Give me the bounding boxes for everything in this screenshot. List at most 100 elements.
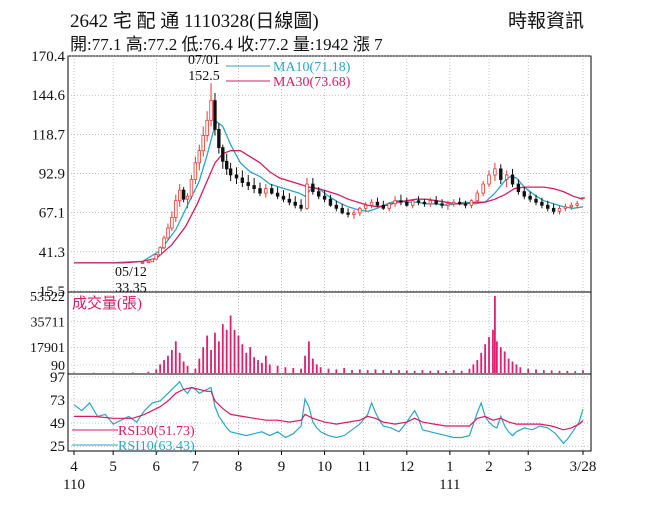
volume-bar	[366, 370, 369, 373]
candle-body	[387, 203, 391, 209]
candle-body	[546, 204, 550, 209]
candle-body	[264, 188, 268, 194]
candle-body	[270, 188, 274, 194]
volume-bar	[515, 364, 518, 373]
volume-bar	[382, 370, 385, 373]
volume-bar	[405, 370, 408, 373]
volume-bar	[460, 370, 463, 373]
rsi-line-rsi10	[73, 380, 584, 445]
volume-bar	[468, 368, 471, 373]
volume-bar	[300, 368, 302, 373]
volume-bar	[566, 370, 569, 373]
volume-bar	[170, 349, 173, 373]
volume-bar	[221, 324, 224, 373]
volume-bar	[492, 329, 494, 373]
volume-bar	[249, 347, 252, 373]
ohlc-summary: 開:77.1 高:77.2 低:76.4 收:77.2 量:1942 漲 7	[70, 35, 383, 54]
volume-bar	[174, 341, 177, 373]
source-label: 時報資訊	[508, 11, 585, 32]
candle-body	[209, 100, 213, 121]
rsi-line-rsi30	[74, 386, 584, 431]
candle-body	[516, 183, 521, 193]
volume-bar	[343, 367, 346, 373]
volume-bar	[229, 315, 232, 373]
y-tick-label: 73	[50, 393, 65, 409]
x-tick-label: 12	[399, 459, 414, 475]
volume-bar	[507, 358, 510, 373]
volume-bar	[327, 368, 330, 373]
volume-bar	[186, 365, 189, 373]
candle-body	[504, 174, 509, 180]
x-tick-label: 3/28	[570, 459, 597, 475]
volume-bar	[264, 355, 267, 373]
volume-bar	[217, 341, 220, 373]
candle-body	[575, 203, 579, 206]
y-tick-label: 49	[50, 416, 65, 432]
candle-body	[189, 179, 194, 197]
candle-body	[287, 198, 292, 203]
candle-body	[213, 100, 217, 130]
year-label: 110	[63, 477, 85, 493]
y-tick-label: 97	[50, 370, 66, 386]
candle-body	[217, 129, 221, 149]
volume-bar	[147, 371, 150, 373]
candle-body	[422, 201, 427, 205]
volume-bar	[225, 329, 228, 373]
volume-bar	[484, 344, 487, 373]
candle-body	[375, 201, 380, 206]
y-tick-label: 17901	[30, 341, 65, 356]
volume-bar	[237, 335, 240, 373]
candle-body	[551, 207, 556, 212]
volume-bar	[535, 369, 537, 373]
candle-body	[440, 203, 444, 206]
candle-body	[457, 201, 462, 205]
candle-body	[569, 204, 573, 208]
volume-bar	[503, 351, 506, 373]
candle-body	[228, 168, 233, 176]
chart-frame	[67, 55, 592, 452]
candle-body	[581, 196, 585, 199]
candle-body	[240, 177, 245, 183]
ma-line-ma30	[74, 150, 584, 264]
volume-bar	[495, 341, 498, 373]
x-tick-label: 8	[235, 459, 243, 475]
volume-bar	[445, 370, 447, 373]
candle-body	[510, 174, 515, 185]
volume-bar	[358, 369, 361, 373]
volume-bar	[182, 361, 185, 373]
candle-body	[352, 212, 356, 215]
volume-bar	[241, 344, 244, 373]
candle-body	[528, 195, 532, 200]
candle-body	[258, 188, 262, 194]
volume-bar	[429, 370, 432, 373]
candle-body	[481, 183, 485, 194]
volume-bar	[480, 352, 483, 373]
volume-bar	[499, 347, 502, 373]
candle-body	[381, 204, 386, 209]
candle-body	[193, 162, 198, 180]
candle-body	[393, 200, 397, 205]
volume-bar	[319, 367, 322, 373]
chart-title: 2642 宅 配 通 1110328(日線圖)	[70, 11, 319, 32]
x-tick-label: 4	[70, 459, 78, 475]
volume-bar	[210, 349, 212, 373]
volume-bar	[253, 357, 256, 373]
volume-bar	[527, 368, 530, 373]
candle-body	[469, 200, 474, 206]
candle-body	[340, 207, 344, 214]
candle-body	[201, 135, 205, 152]
candle-body	[293, 201, 297, 206]
candle-body	[305, 183, 309, 209]
candle-body	[405, 201, 409, 206]
volume-label: 成交量(張)	[72, 294, 142, 312]
volume-bar	[519, 367, 522, 373]
candle-body	[328, 198, 333, 206]
candle-body	[363, 204, 368, 209]
candle-body	[428, 200, 432, 205]
candle-body	[311, 183, 315, 193]
candle-body	[540, 201, 544, 206]
y-tick-label: 92.9	[39, 167, 65, 183]
candle-body	[446, 203, 450, 206]
volume-bar	[472, 364, 475, 373]
